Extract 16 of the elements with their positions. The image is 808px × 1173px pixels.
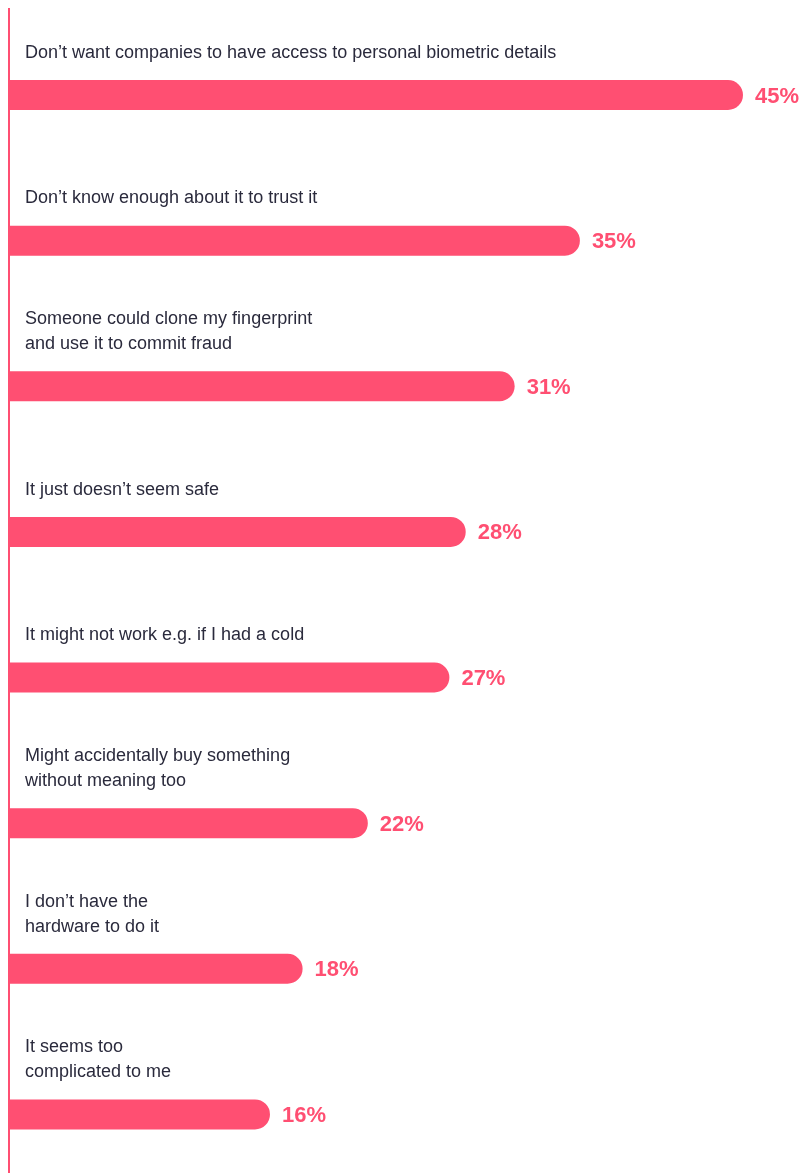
- y-tick-label: It just doesn’t seem safe: [25, 478, 220, 499]
- data-label: 18%: [314, 956, 359, 982]
- data-label: 28%: [477, 519, 522, 545]
- y-tick-label: Don’t want companies to have access to personal biometric details: [25, 41, 557, 62]
- y-tick-label: Don’t know enough about it to trust it: [25, 187, 318, 208]
- data-label: 35%: [591, 228, 636, 254]
- y-tick-label: I don’t have the hardware to do it: [25, 890, 160, 936]
- y-tick-label: It seems too complicated to me: [25, 1036, 172, 1082]
- y-tick-label: It might not work e.g. if I had a cold: [25, 624, 305, 645]
- data-label: 27%: [461, 665, 506, 690]
- data-label: 31%: [526, 373, 571, 399]
- data-label: 16%: [281, 1101, 327, 1127]
- y-tick-label: Might accidentally buy something without meaning too: [24, 744, 291, 790]
- data-label: 22%: [379, 810, 424, 836]
- y-tick-label: Someone could clone my fingerprint and use it to commit fraud: [25, 308, 313, 354]
- data-label: 45%: [755, 82, 800, 108]
